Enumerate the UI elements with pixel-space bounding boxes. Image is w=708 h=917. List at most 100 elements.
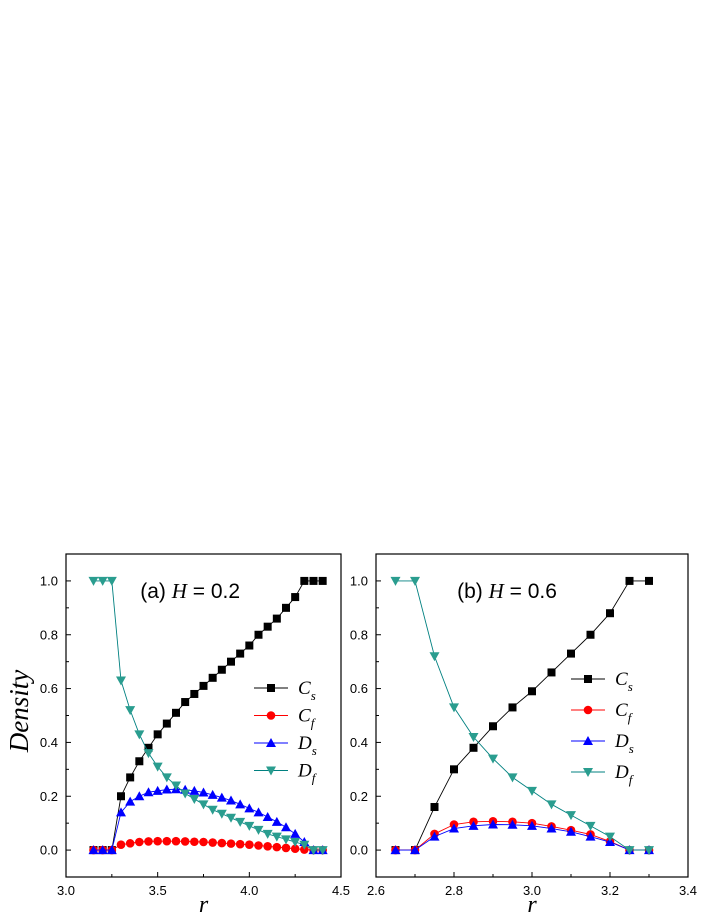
y-tick-label: 0.0 bbox=[350, 843, 368, 858]
data-point-Ds bbox=[271, 816, 282, 826]
data-point-Df bbox=[468, 733, 479, 743]
data-point-Ds bbox=[189, 785, 200, 795]
data-point-Df bbox=[281, 835, 291, 845]
series-Df bbox=[390, 576, 654, 856]
data-point-Cs bbox=[153, 730, 162, 739]
data-point-Cs bbox=[217, 665, 226, 674]
data-point-Cs bbox=[547, 668, 556, 677]
x-axis-label: r bbox=[527, 892, 537, 917]
y-tick-label: 0.2 bbox=[350, 789, 368, 804]
legend-marker-Df bbox=[583, 768, 593, 777]
data-point-Df bbox=[527, 786, 537, 796]
data-point-Cf bbox=[162, 836, 172, 846]
data-point-Cf bbox=[153, 836, 162, 846]
data-point-Df bbox=[216, 809, 227, 819]
data-point-Df bbox=[253, 825, 264, 835]
data-point-Cs bbox=[606, 609, 614, 618]
y-tick-label: 1.0 bbox=[40, 573, 58, 588]
x-tick-label: 3.0 bbox=[523, 883, 541, 898]
data-point-Df bbox=[235, 817, 246, 827]
data-point-Cf bbox=[254, 841, 263, 850]
data-point-Df bbox=[106, 576, 117, 586]
data-point-Ds bbox=[390, 845, 401, 855]
data-point-Df bbox=[97, 576, 108, 586]
data-point-Cs bbox=[645, 576, 653, 585]
y-tick-label: 0.0 bbox=[40, 843, 58, 858]
data-point-Cs bbox=[625, 576, 634, 585]
x-tick-label: 3.0 bbox=[57, 883, 75, 898]
data-point-Ds bbox=[161, 784, 172, 794]
data-point-Ds bbox=[216, 792, 227, 802]
y-tick-label: 0.8 bbox=[40, 627, 58, 642]
data-point-Ds bbox=[253, 807, 264, 817]
legend-label-Cs: Cs bbox=[615, 669, 633, 694]
data-point-Ds bbox=[198, 787, 209, 797]
data-point-Df bbox=[585, 821, 596, 831]
data-point-Ds bbox=[125, 796, 136, 806]
data-point-Df bbox=[299, 840, 310, 850]
data-point-Cs bbox=[254, 630, 263, 639]
y-tick-label: 0.4 bbox=[350, 735, 368, 750]
data-point-Cs bbox=[300, 576, 309, 585]
series-line-Ds bbox=[395, 824, 649, 851]
data-point-Cf bbox=[171, 836, 181, 846]
data-point-Cf bbox=[217, 838, 227, 848]
data-point-Ds bbox=[226, 795, 236, 805]
data-point-Cs bbox=[567, 649, 575, 658]
data-point-Cs bbox=[190, 689, 199, 698]
data-point-Df bbox=[271, 832, 282, 842]
data-point-Ds bbox=[527, 820, 537, 830]
data-point-Cf bbox=[245, 840, 254, 849]
data-point-Cs bbox=[181, 698, 190, 707]
data-point-Ds bbox=[143, 787, 154, 797]
legend-label-Df: Df bbox=[297, 761, 318, 786]
data-point-Cs bbox=[199, 681, 208, 690]
legend-marker-Df bbox=[266, 766, 276, 776]
data-point-Ds bbox=[235, 799, 246, 809]
data-point-Cs bbox=[469, 743, 478, 752]
series-Cf bbox=[391, 816, 654, 855]
data-point-Cf bbox=[135, 837, 144, 847]
data-point-Df bbox=[410, 576, 420, 586]
data-point-Df bbox=[317, 846, 328, 856]
data-point-Df bbox=[189, 794, 200, 804]
data-point-Df bbox=[429, 652, 440, 662]
data-point-Cs bbox=[430, 803, 439, 812]
data-point-Cf bbox=[226, 839, 236, 848]
data-point-Ds bbox=[244, 803, 255, 813]
data-point-Df bbox=[125, 706, 136, 716]
x-tick-label: 4.5 bbox=[332, 883, 350, 898]
data-point-Ds bbox=[488, 819, 498, 829]
data-point-Cs bbox=[144, 743, 153, 752]
y-axis-label: Density bbox=[4, 670, 34, 753]
legend-label-Cf: Cf bbox=[615, 700, 634, 725]
data-point-Cs bbox=[135, 757, 144, 766]
data-point-Cf bbox=[281, 843, 291, 853]
legend-marker-Cs bbox=[584, 675, 592, 683]
series-Ds bbox=[390, 819, 654, 855]
data-point-Df bbox=[161, 773, 172, 783]
data-point-Ds bbox=[116, 807, 126, 817]
legend-marker-Cf bbox=[266, 711, 276, 720]
data-point-Df bbox=[134, 730, 145, 740]
x-tick-label: 3.4 bbox=[679, 883, 697, 898]
data-point-Cs bbox=[489, 722, 497, 731]
y-tick-label: 0.6 bbox=[40, 681, 58, 696]
data-point-Cs bbox=[227, 657, 235, 666]
x-axis-label: r bbox=[199, 892, 209, 917]
data-point-Ds bbox=[566, 826, 576, 836]
data-point-Cs bbox=[236, 649, 245, 658]
y-tick-label: 0.8 bbox=[350, 627, 368, 642]
series-Cs bbox=[89, 576, 327, 855]
data-point-Cs bbox=[450, 765, 458, 774]
data-point-Ds bbox=[290, 828, 301, 838]
data-point-Cf bbox=[180, 837, 190, 846]
data-point-Df bbox=[546, 800, 557, 810]
data-point-Df bbox=[290, 838, 301, 848]
x-tick-label: 2.6 bbox=[367, 883, 385, 898]
data-point-Ds bbox=[97, 845, 108, 855]
data-point-Ds bbox=[410, 845, 420, 855]
data-point-Cf bbox=[290, 844, 300, 854]
data-point-Df bbox=[226, 813, 236, 823]
